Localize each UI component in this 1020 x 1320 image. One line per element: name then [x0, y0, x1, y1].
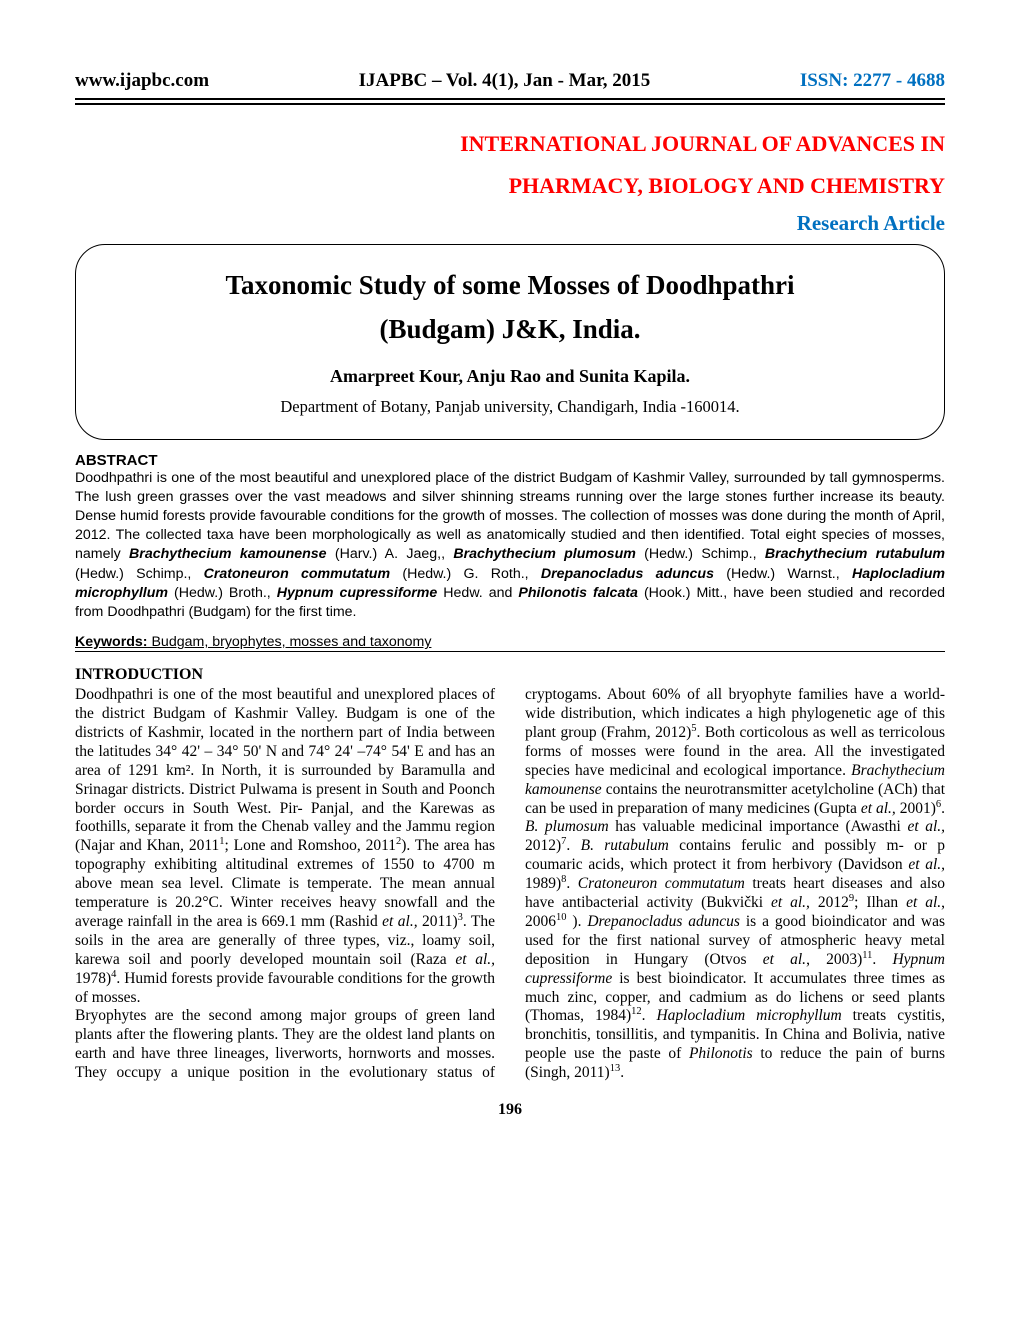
italic-text: et al.,: [382, 913, 417, 930]
body-text: .: [566, 837, 580, 854]
journal-line2: PHARMACY, BIOLOGY AND CHEMISTRY: [509, 173, 945, 198]
abstract-text: (Hedw.) Broth.,: [168, 585, 277, 601]
italic-text: Cratoneuron commutatum: [578, 875, 745, 892]
body-text: .: [642, 1007, 657, 1024]
body-text: 2011): [418, 913, 458, 930]
body-text: 1989): [525, 875, 561, 892]
body-text: .: [566, 875, 577, 892]
species-7: Hypnum cupressiforme: [277, 585, 438, 601]
body-text: .: [620, 1064, 624, 1081]
introduction-heading: INTRODUCTION: [75, 666, 945, 684]
affiliation: Department of Botany, Panjab university,…: [101, 397, 919, 417]
body-text: Doodhpathri is one of the most beautiful…: [75, 686, 495, 854]
italic-text: B. rutabulum: [581, 837, 669, 854]
body-text: 2001): [896, 800, 936, 817]
italic-text: et al.: [763, 951, 806, 968]
running-header: www.ijapbc.com IJAPBC – Vol. 4(1), Jan -…: [75, 70, 945, 96]
header-site: www.ijapbc.com: [75, 70, 209, 92]
keywords: Keywords: Budgam, bryophytes, mosses and…: [75, 634, 945, 652]
italic-text: et al.,: [907, 818, 945, 835]
body-text: 1978): [75, 970, 111, 987]
abstract-heading: ABSTRACT: [75, 452, 945, 469]
article-type: Research Article: [75, 211, 945, 236]
citation-sup: 12: [631, 1006, 642, 1017]
body-text: ; Lone and Romshoo, 2011: [225, 837, 397, 854]
italic-text: et al.,: [455, 951, 495, 968]
italic-text: et al.,: [861, 800, 896, 817]
body-text: .: [872, 951, 892, 968]
title-line1: Taxonomic Study of some Mosses of Doodhp…: [225, 270, 794, 300]
abstract-text: (Hedw.) Schimp.,: [75, 566, 204, 582]
header-rule: [75, 98, 945, 105]
keywords-label: Keywords:: [75, 634, 148, 650]
page-number: 196: [75, 1101, 945, 1119]
citation-sup: 13: [610, 1063, 621, 1074]
body-text: 2012: [810, 894, 849, 911]
body-text: , 2003): [806, 951, 862, 968]
abstract-text: (Harv.) A. Jaeg,,: [327, 546, 454, 562]
italic-text: Philonotis: [689, 1045, 753, 1062]
header-issn: ISSN: 2277 - 4688: [800, 70, 945, 92]
citation-sup: 11: [862, 950, 872, 961]
citation-sup: 10: [556, 912, 567, 923]
journal-line1: INTERNATIONAL JOURNAL OF ADVANCES IN: [460, 131, 945, 156]
body-text: ; Ilhan: [854, 894, 906, 911]
italic-text: et al.,: [771, 894, 810, 911]
italic-text: et al.: [906, 894, 941, 911]
species-2: Brachythecium plumosum: [453, 546, 636, 562]
journal-name: INTERNATIONAL JOURNAL OF ADVANCES IN PHA…: [75, 123, 945, 207]
body-text: has valuable medicinal importance (Awast…: [609, 818, 908, 835]
species-3: Brachythecium rutabulum: [765, 546, 945, 562]
species-4: Cratoneuron commutatum: [204, 566, 390, 582]
italic-text: Drepanocladus aduncus: [587, 913, 740, 930]
authors: Amarpreet Kour, Anju Rao and Sunita Kapi…: [101, 366, 919, 387]
species-1: Brachythecium kamounense: [129, 546, 327, 562]
italic-text: B. plumosum: [525, 818, 609, 835]
title-line2: (Budgam) J&K, India.: [379, 314, 640, 344]
abstract-body: Doodhpathri is one of the most beautiful…: [75, 469, 945, 622]
species-8: Philonotis falcata: [518, 585, 638, 601]
body-text: ).: [567, 913, 588, 930]
abstract-text: Hedw. and: [437, 585, 518, 601]
title-box: Taxonomic Study of some Mosses of Doodhp…: [75, 244, 945, 440]
paper-title: Taxonomic Study of some Mosses of Doodhp…: [101, 263, 919, 352]
body-text: . Humid forests provide favourable condi…: [75, 970, 495, 1006]
body-text: .: [941, 800, 945, 817]
introduction-body: Doodhpathri is one of the most beautiful…: [75, 686, 945, 1083]
abstract-text: (Hedw.) Schimp.,: [636, 546, 765, 562]
italic-text: Haplocladium microphyllum: [656, 1007, 841, 1024]
species-5: Drepanocladus aduncus: [541, 566, 714, 582]
header-volume: IJAPBC – Vol. 4(1), Jan - Mar, 2015: [359, 70, 651, 92]
italic-text: et al.,: [908, 856, 945, 873]
abstract-text: (Hedw.) Warnst.,: [714, 566, 852, 582]
keywords-text: Budgam, bryophytes, mosses and taxonomy: [148, 634, 432, 650]
abstract-text: (Hedw.) G. Roth.,: [390, 566, 541, 582]
body-text: 2012): [525, 837, 561, 854]
